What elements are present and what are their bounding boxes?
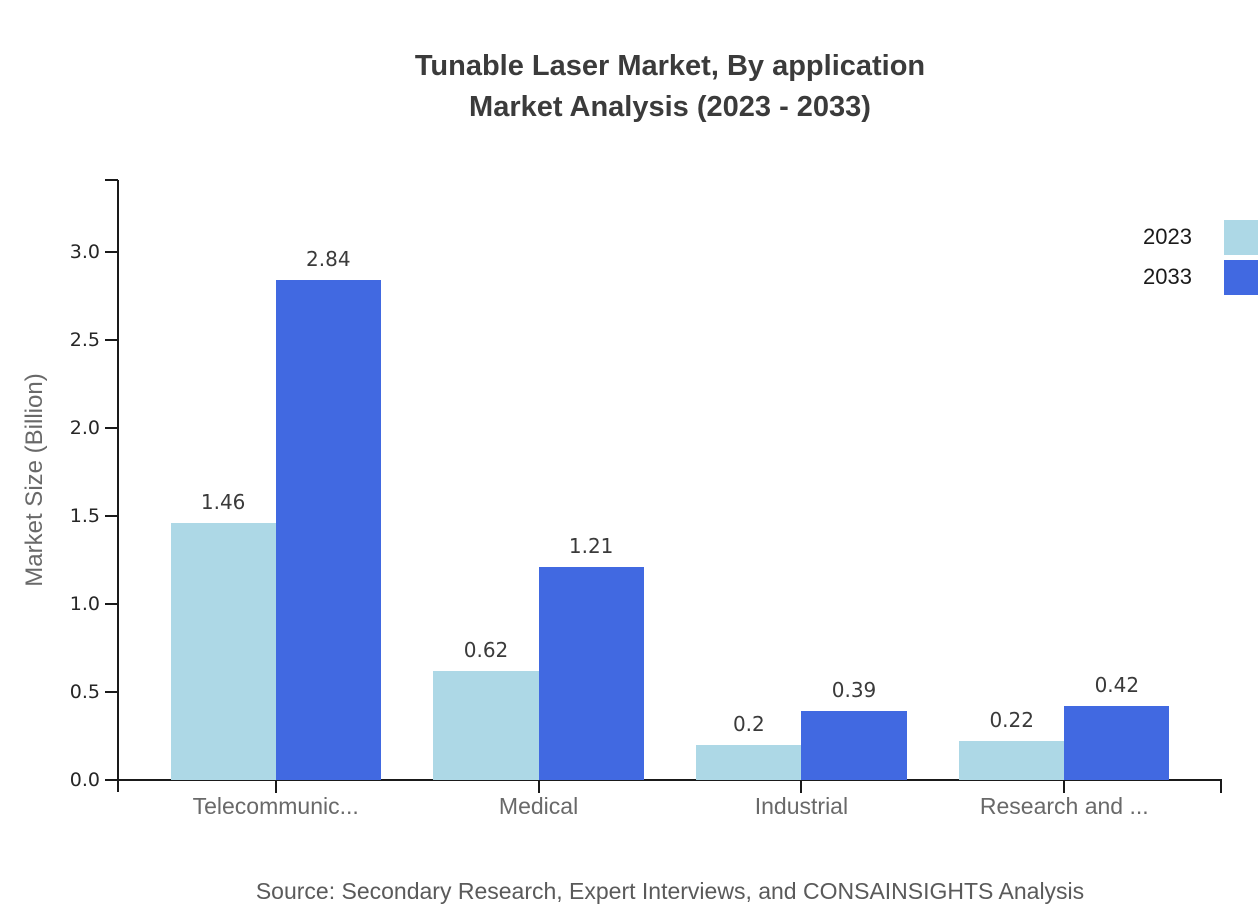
y-tick bbox=[105, 691, 118, 694]
bar-2023 bbox=[433, 670, 539, 780]
legend-label-2023: 2023 bbox=[1143, 224, 1192, 249]
y-tick-label: 1.0 bbox=[69, 593, 100, 616]
bar-2023 bbox=[959, 741, 1065, 780]
chart-title-line1: Tunable Laser Market, By application bbox=[414, 50, 926, 82]
legend-swatch-2033 bbox=[1224, 260, 1258, 295]
chart-title: Tunable Laser Market, By application Mar… bbox=[80, 46, 1260, 128]
x-axis-end-cap bbox=[1220, 780, 1222, 793]
y-axis-line bbox=[117, 180, 119, 792]
x-axis-line bbox=[106, 779, 1222, 781]
source-note: Source: Secondary Research, Expert Inter… bbox=[255, 878, 1085, 904]
x-category-label: Telecommunic... bbox=[192, 793, 359, 819]
bar-value-label: 0.42 bbox=[1094, 673, 1140, 698]
x-tick bbox=[1063, 781, 1066, 793]
y-tick-label: 2.0 bbox=[69, 417, 100, 440]
x-category-label: Research and ... bbox=[979, 793, 1149, 819]
x-category-label: Industrial bbox=[754, 793, 849, 819]
x-category-label: Medical bbox=[498, 793, 579, 819]
bar-2033 bbox=[1064, 706, 1170, 780]
y-tick bbox=[105, 603, 118, 606]
y-tick-label: 0.0 bbox=[69, 769, 100, 791]
y-tick-label: 1.5 bbox=[69, 505, 100, 528]
x-tick bbox=[537, 781, 540, 793]
bar-2023 bbox=[696, 744, 802, 780]
y-tick-label: 2.5 bbox=[69, 329, 100, 352]
x-tick bbox=[274, 781, 277, 793]
y-tick-label: 0.5 bbox=[69, 681, 100, 704]
bar-value-label: 0.39 bbox=[831, 678, 877, 703]
bar-2033 bbox=[801, 711, 907, 780]
y-tick-label: 3.0 bbox=[69, 241, 100, 264]
chart-title-line2: Market Analysis (2023 - 2033) bbox=[469, 91, 871, 123]
bar-value-label: 0.62 bbox=[463, 637, 509, 662]
bar-value-label: 0.2 bbox=[732, 711, 765, 736]
y-tick bbox=[105, 251, 118, 254]
y-tick bbox=[105, 427, 118, 430]
bar-2023 bbox=[170, 523, 276, 780]
legend-label-2033: 2033 bbox=[1143, 264, 1192, 289]
x-tick bbox=[800, 781, 803, 793]
bar-2033 bbox=[538, 567, 644, 780]
bar-2033 bbox=[275, 280, 381, 780]
y-axis-top-cap bbox=[105, 179, 118, 181]
legend-swatch-2023 bbox=[1224, 220, 1258, 255]
bar-value-label: 1.46 bbox=[200, 490, 246, 515]
y-tick bbox=[105, 779, 118, 781]
bar-value-label: 0.22 bbox=[989, 708, 1034, 733]
y-tick bbox=[105, 515, 118, 518]
y-tick bbox=[105, 339, 118, 342]
bar-value-label: 1.21 bbox=[568, 534, 614, 559]
bar-value-label: 2.84 bbox=[306, 247, 351, 272]
